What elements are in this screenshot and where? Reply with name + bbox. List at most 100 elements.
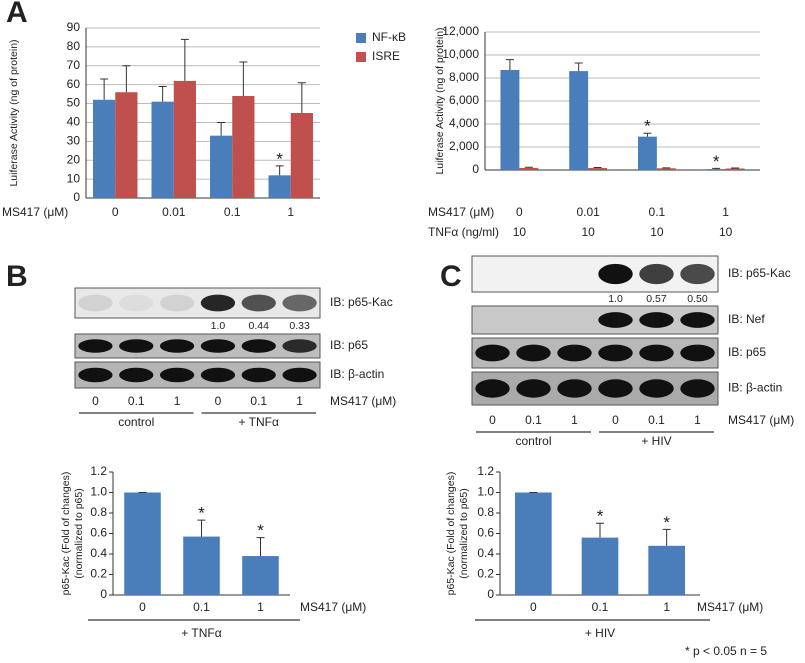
lane-label: 0 — [215, 394, 222, 408]
error-bar — [574, 62, 583, 72]
y-tick-label: 2,000 — [449, 139, 479, 153]
error-bar — [158, 86, 167, 102]
bar — [268, 175, 291, 198]
legend-swatch — [356, 52, 366, 62]
bar — [173, 80, 196, 198]
significance-star: * — [276, 149, 283, 168]
error-bar — [239, 61, 248, 96]
error-bar — [217, 121, 226, 136]
y-tick-label: 0.4 — [477, 546, 494, 560]
blot-band — [639, 263, 674, 285]
y-axis-label: p65-Kac (Fold of changes) — [60, 472, 72, 596]
blot-strip — [471, 337, 719, 369]
blot-band — [78, 294, 113, 312]
lane-label: 0.1 — [128, 394, 145, 408]
blot-band — [200, 367, 236, 383]
blot-label: IB: Nef — [728, 312, 765, 326]
bar — [210, 135, 233, 198]
y-axis-label: (normalized to p65) — [73, 488, 85, 578]
blot-band — [78, 367, 113, 383]
bar — [242, 556, 279, 595]
x-axis-label: MS417 (μM) — [697, 600, 763, 614]
y-tick-label: 0 — [100, 587, 107, 601]
blot-band — [241, 339, 276, 353]
y-tick-label: 80 — [67, 39, 81, 53]
lane-label: 1 — [296, 394, 303, 408]
y-tick-label: 0.8 — [90, 505, 107, 519]
blot-band — [598, 379, 633, 398]
group-label: + HIV — [585, 626, 615, 640]
blot-band — [119, 339, 154, 353]
y-tick-label: 0.4 — [90, 546, 107, 560]
lane-label: 0 — [489, 413, 496, 427]
y-tick-label: 6,000 — [449, 93, 479, 107]
bar — [588, 168, 608, 170]
lane-unit: MS417 (μM) — [728, 413, 794, 427]
bar — [515, 492, 552, 595]
panel-letter: C — [440, 260, 462, 293]
blot-band — [639, 379, 674, 398]
y-tick-label: 12,000 — [442, 24, 479, 38]
x-tick-label: 10 — [581, 225, 595, 239]
x-tick-label: 10 — [719, 225, 733, 239]
x-axis-label: MS417 (μM) — [2, 205, 68, 219]
bar — [656, 168, 676, 170]
group-label: + HIV — [641, 434, 671, 448]
significance-star: * — [663, 513, 670, 532]
blot-strip — [74, 287, 321, 319]
legend-label: ISRE — [372, 49, 400, 63]
blot-ratio: 0.50 — [687, 293, 708, 305]
panel-letter: A — [6, 0, 28, 29]
y-tick-label: 50 — [67, 96, 81, 110]
lane-label: 1 — [174, 394, 181, 408]
blot-band — [680, 312, 715, 328]
legend-swatch — [356, 33, 366, 43]
blot-band — [516, 344, 551, 362]
y-tick-label: 4,000 — [449, 116, 479, 130]
y-tick-label: 1.2 — [90, 464, 107, 478]
x-axis-label: TNFα (ng/ml) — [428, 225, 499, 239]
y-axis-label: Luiferase Activity (ng of protein) — [434, 27, 446, 174]
y-tick-label: 0 — [73, 190, 80, 204]
blot-band — [200, 339, 236, 353]
bar — [124, 492, 161, 595]
blot-strip — [471, 305, 719, 335]
bar — [637, 136, 657, 170]
footnote: * p < 0.05 n = 5 — [685, 644, 767, 658]
y-axis-label: p65-Kac (Fold of changes) — [445, 472, 457, 596]
blot-band — [159, 339, 195, 353]
blot-band — [119, 367, 154, 383]
bar — [93, 99, 116, 198]
lane-label: 1 — [571, 413, 578, 427]
x-axis-label: MS417 (μM) — [428, 205, 494, 219]
y-tick-label: 8,000 — [449, 70, 479, 84]
blot-band — [282, 339, 317, 353]
significance-star: * — [644, 117, 651, 136]
blot-band — [639, 344, 674, 362]
blot-strip — [471, 255, 719, 293]
y-tick-label: 20 — [67, 152, 81, 166]
x-tick-label: 0.1 — [224, 205, 241, 219]
x-tick-label: 1 — [663, 600, 670, 614]
blot-band — [598, 263, 633, 285]
lane-label: 1 — [694, 413, 701, 427]
blot-ratio: 0.33 — [289, 320, 310, 332]
blot-band — [282, 367, 317, 383]
y-tick-label: 90 — [67, 20, 81, 34]
blot-band — [475, 379, 510, 398]
group-label: control — [118, 415, 154, 429]
blot-label: IB: β-actin — [330, 367, 384, 381]
x-tick-label: 0.1 — [193, 600, 210, 614]
blot-band — [282, 294, 317, 312]
lane-label: 0 — [92, 394, 99, 408]
error-bar — [180, 38, 189, 81]
y-axis-label: (normalized to p65) — [458, 488, 470, 578]
bar — [581, 537, 619, 595]
blot-band — [598, 344, 633, 362]
x-tick-label: 0 — [516, 205, 523, 219]
x-tick-label: 0.01 — [576, 205, 600, 219]
blot-ratio: 1.0 — [211, 320, 226, 332]
legend-label: NF-κB — [372, 30, 406, 44]
blot-band — [680, 344, 715, 362]
